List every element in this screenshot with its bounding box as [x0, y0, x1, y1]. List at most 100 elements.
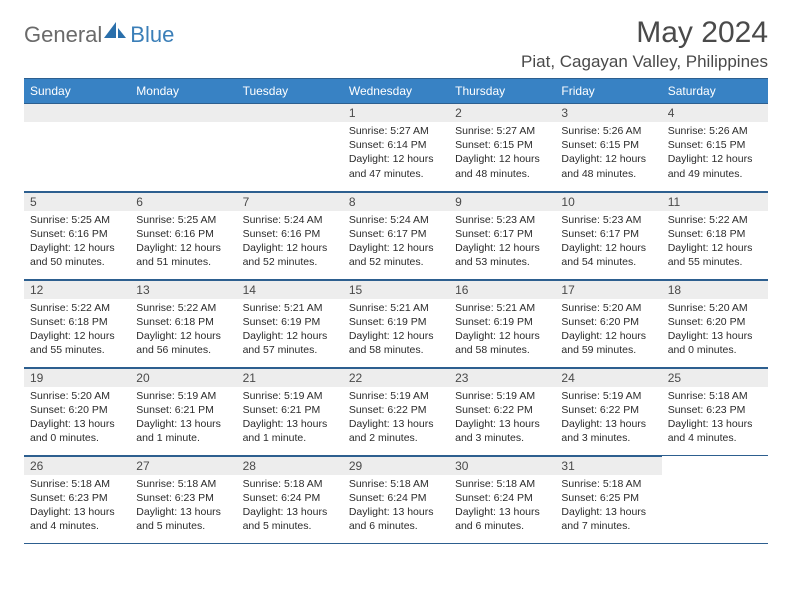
- daylight-line: Daylight: 13 hours and 7 minutes.: [561, 505, 655, 533]
- sunrise-line: Sunrise: 5:21 AM: [349, 301, 443, 315]
- daylight-line: Daylight: 13 hours and 6 minutes.: [349, 505, 443, 533]
- logo: General Blue: [24, 22, 174, 48]
- daylight-line: Daylight: 13 hours and 6 minutes.: [455, 505, 549, 533]
- sunset-line: Sunset: 6:23 PM: [668, 403, 762, 417]
- day-number: 4: [662, 103, 768, 122]
- empty-daynum: [237, 103, 343, 122]
- calendar-cell: 22 Sunrise: 5:19 AMSunset: 6:22 PMDayligh…: [343, 367, 449, 455]
- day-number: 20: [130, 368, 236, 387]
- day-content: Sunrise: 5:18 AMSunset: 6:23 PMDaylight:…: [130, 475, 236, 538]
- sunset-line: Sunset: 6:22 PM: [349, 403, 443, 417]
- calendar-cell: 7Sunrise: 5:24 AMSunset: 6:16 PMDaylight…: [237, 191, 343, 279]
- daylight-line: Daylight: 12 hours and 48 minutes.: [561, 152, 655, 180]
- calendar-cell: 27Sunrise: 5:18 AMSunset: 6:23 PMDayligh…: [130, 455, 236, 543]
- day-content: Sunrise: 5:19 AMSunset: 6:22 PMDaylight:…: [449, 387, 555, 450]
- daylight-line: Daylight: 12 hours and 52 minutes.: [349, 241, 443, 269]
- sunset-line: Sunset: 6:18 PM: [136, 315, 230, 329]
- logo-text-blue: Blue: [130, 22, 174, 48]
- sunset-line: Sunset: 6:16 PM: [136, 227, 230, 241]
- calendar-cell: 9Sunrise: 5:23 AMSunset: 6:17 PMDaylight…: [449, 191, 555, 279]
- day-content: Sunrise: 5:24 AMSunset: 6:16 PMDaylight:…: [237, 211, 343, 274]
- daylight-line: Daylight: 12 hours and 54 minutes.: [561, 241, 655, 269]
- daylight-line: Daylight: 12 hours and 52 minutes.: [243, 241, 337, 269]
- sunset-line: Sunset: 6:15 PM: [455, 138, 549, 152]
- daylight-line: Daylight: 13 hours and 2 minutes.: [349, 417, 443, 445]
- sunset-line: Sunset: 6:19 PM: [243, 315, 337, 329]
- day-number: 1: [343, 103, 449, 122]
- sunrise-line: Sunrise: 5:18 AM: [30, 477, 124, 491]
- day-number: 23: [449, 368, 555, 387]
- daylight-line: Daylight: 13 hours and 0 minutes.: [668, 329, 762, 357]
- daylight-line: Daylight: 13 hours and 5 minutes.: [243, 505, 337, 533]
- calendar-cell: 18Sunrise: 5:20 AMSunset: 6:20 PMDayligh…: [662, 279, 768, 367]
- daylight-line: Daylight: 12 hours and 58 minutes.: [455, 329, 549, 357]
- calendar-cell: 23Sunrise: 5:19 AMSunset: 6:22 PMDayligh…: [449, 367, 555, 455]
- sunset-line: Sunset: 6:15 PM: [668, 138, 762, 152]
- day-number: 19: [24, 368, 130, 387]
- sunset-line: Sunset: 6:16 PM: [30, 227, 124, 241]
- sunrise-line: Sunrise: 5:22 AM: [136, 301, 230, 315]
- day-number: 17: [555, 280, 661, 299]
- day-content: Sunrise: 5:18 AMSunset: 6:24 PMDaylight:…: [237, 475, 343, 538]
- sunset-line: Sunset: 6:24 PM: [349, 491, 443, 505]
- sunset-line: Sunset: 6:20 PM: [561, 315, 655, 329]
- sunset-line: Sunset: 6:20 PM: [30, 403, 124, 417]
- daylight-line: Daylight: 12 hours and 59 minutes.: [561, 329, 655, 357]
- daylight-line: Daylight: 12 hours and 56 minutes.: [136, 329, 230, 357]
- calendar-cell: 5Sunrise: 5:25 AMSunset: 6:16 PMDaylight…: [24, 191, 130, 279]
- day-number: 6: [130, 192, 236, 211]
- sunrise-line: Sunrise: 5:19 AM: [349, 389, 443, 403]
- calendar-table: SundayMondayTuesdayWednesdayThursdayFrid…: [24, 78, 768, 544]
- daylight-line: Daylight: 12 hours and 57 minutes.: [243, 329, 337, 357]
- calendar-row: 1Sunrise: 5:27 AMSunset: 6:14 PMDaylight…: [24, 103, 768, 191]
- calendar-cell: 16Sunrise: 5:21 AMSunset: 6:19 PMDayligh…: [449, 279, 555, 367]
- empty-daynum: [24, 103, 130, 122]
- calendar-row: 12Sunrise: 5:22 AMSunset: 6:18 PMDayligh…: [24, 279, 768, 367]
- day-number: 7: [237, 192, 343, 211]
- logo-sail-icon: [102, 20, 128, 47]
- month-title: May 2024: [521, 16, 768, 50]
- day-number: 11: [662, 192, 768, 211]
- day-number: 13: [130, 280, 236, 299]
- calendar-cell: 14Sunrise: 5:21 AMSunset: 6:19 PMDayligh…: [237, 279, 343, 367]
- day-number: 22: [343, 368, 449, 387]
- title-block: May 2024 Piat, Cagayan Valley, Philippin…: [521, 16, 768, 72]
- day-content: Sunrise: 5:23 AMSunset: 6:17 PMDaylight:…: [449, 211, 555, 274]
- daylight-line: Daylight: 12 hours and 55 minutes.: [30, 329, 124, 357]
- day-content: Sunrise: 5:22 AMSunset: 6:18 PMDaylight:…: [130, 299, 236, 362]
- daylight-line: Daylight: 13 hours and 0 minutes.: [30, 417, 124, 445]
- calendar-cell: 10Sunrise: 5:23 AMSunset: 6:17 PMDayligh…: [555, 191, 661, 279]
- daylight-line: Daylight: 13 hours and 3 minutes.: [561, 417, 655, 445]
- calendar-cell: 28Sunrise: 5:18 AMSunset: 6:24 PMDayligh…: [237, 455, 343, 543]
- day-number: 16: [449, 280, 555, 299]
- sunrise-line: Sunrise: 5:19 AM: [243, 389, 337, 403]
- calendar-body: 1Sunrise: 5:27 AMSunset: 6:14 PMDaylight…: [24, 103, 768, 543]
- daylight-line: Daylight: 12 hours and 51 minutes.: [136, 241, 230, 269]
- daylight-line: Daylight: 12 hours and 47 minutes.: [349, 152, 443, 180]
- daylight-line: Daylight: 12 hours and 55 minutes.: [668, 241, 762, 269]
- day-number: 10: [555, 192, 661, 211]
- sunset-line: Sunset: 6:15 PM: [561, 138, 655, 152]
- logo-text-general: General: [24, 22, 102, 48]
- sunset-line: Sunset: 6:22 PM: [455, 403, 549, 417]
- sunset-line: Sunset: 6:21 PM: [136, 403, 230, 417]
- day-number: 9: [449, 192, 555, 211]
- sunrise-line: Sunrise: 5:19 AM: [136, 389, 230, 403]
- day-number: 14: [237, 280, 343, 299]
- day-content: Sunrise: 5:19 AMSunset: 6:22 PMDaylight:…: [555, 387, 661, 450]
- sunset-line: Sunset: 6:16 PM: [243, 227, 337, 241]
- calendar-cell: 31Sunrise: 5:18 AMSunset: 6:25 PMDayligh…: [555, 455, 661, 543]
- calendar-cell: 13Sunrise: 5:22 AMSunset: 6:18 PMDayligh…: [130, 279, 236, 367]
- calendar-cell: 29Sunrise: 5:18 AMSunset: 6:24 PMDayligh…: [343, 455, 449, 543]
- calendar-cell: 20Sunrise: 5:19 AMSunset: 6:21 PMDayligh…: [130, 367, 236, 455]
- sunset-line: Sunset: 6:17 PM: [561, 227, 655, 241]
- day-content: Sunrise: 5:18 AMSunset: 6:24 PMDaylight:…: [343, 475, 449, 538]
- calendar-cell: 1Sunrise: 5:27 AMSunset: 6:14 PMDaylight…: [343, 103, 449, 191]
- day-number: 26: [24, 456, 130, 475]
- calendar-cell: 21Sunrise: 5:19 AMSunset: 6:21 PMDayligh…: [237, 367, 343, 455]
- daylight-line: Daylight: 13 hours and 4 minutes.: [668, 417, 762, 445]
- day-number: 15: [343, 280, 449, 299]
- sunrise-line: Sunrise: 5:20 AM: [668, 301, 762, 315]
- day-number: 30: [449, 456, 555, 475]
- weekday-header: Monday: [130, 79, 236, 104]
